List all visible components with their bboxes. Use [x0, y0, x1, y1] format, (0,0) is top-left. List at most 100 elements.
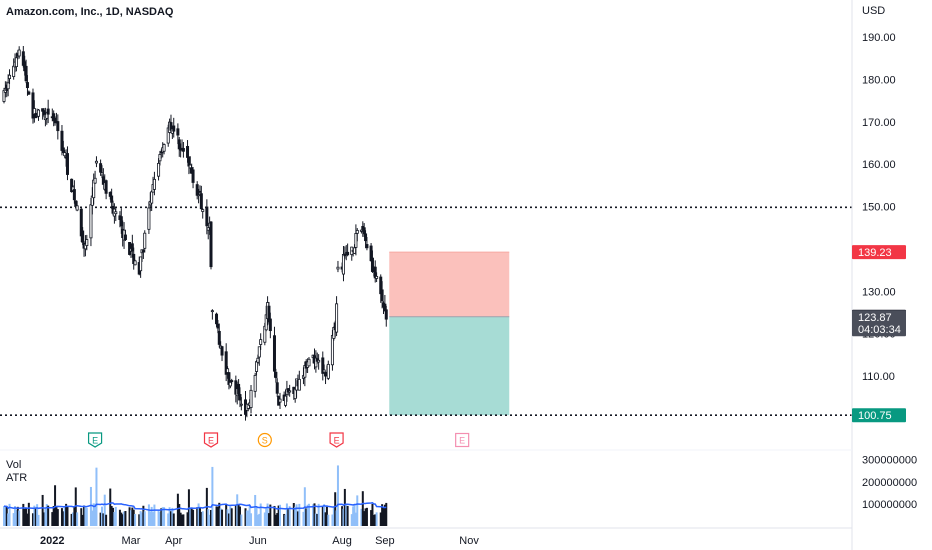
volume-bar	[124, 511, 127, 526]
volume-bar	[245, 510, 248, 526]
candle-up	[162, 144, 166, 152]
take-profit-zone[interactable]	[389, 316, 510, 416]
event-label: S	[262, 436, 268, 446]
volume-bar	[189, 507, 192, 526]
volume-bar	[94, 503, 97, 526]
candle-up	[114, 211, 118, 215]
price-tick-label: 160.00	[862, 159, 896, 171]
volume-bar	[167, 513, 170, 526]
candles	[2, 45, 388, 421]
volume-bar	[375, 512, 378, 526]
candle-down	[177, 139, 181, 150]
candle-up	[307, 358, 311, 367]
current-price-badge-countdown: 04:03:34	[858, 324, 901, 336]
candle-up	[12, 65, 16, 77]
stop-loss-zone[interactable]	[389, 252, 510, 317]
volume-bar	[256, 514, 259, 526]
candle-up	[152, 178, 156, 190]
volume-bar	[55, 507, 58, 526]
volume-bar	[379, 512, 382, 526]
price-tick-label: 130.00	[862, 286, 896, 298]
volume-bar	[37, 514, 40, 526]
current-price-badge-bg	[852, 310, 906, 337]
volume-bar	[216, 506, 219, 526]
volume-bar	[182, 514, 185, 526]
volume-bar	[128, 507, 131, 526]
volume-bar	[382, 507, 385, 526]
candle-up	[353, 247, 357, 254]
volume-bar	[244, 508, 247, 526]
volume-axis-labels[interactable]: 300000000 200000000 100000000	[862, 455, 917, 511]
price-axis-labels[interactable]: 190.00180.00170.00160.00150.00130.00120.…	[862, 32, 896, 383]
price-tick-label: 190.00	[862, 32, 896, 44]
volume-bar	[36, 504, 39, 526]
candle-down	[176, 128, 180, 136]
volume-bar	[215, 506, 218, 526]
volume-bar	[129, 510, 132, 526]
candle-down	[274, 371, 278, 379]
time-tick-label: Aug	[332, 535, 352, 547]
atr-indicator-label[interactable]: ATR	[6, 472, 27, 484]
volume-bar	[312, 504, 315, 526]
candle-up	[93, 177, 97, 184]
volume-bar	[381, 504, 384, 526]
candle-up	[143, 232, 147, 249]
split-icon	[257, 432, 272, 448]
volume-bar	[250, 513, 253, 526]
event-label: E	[334, 436, 340, 446]
volume-bar	[47, 505, 50, 526]
volume-bar	[302, 511, 305, 526]
candle-down	[56, 121, 60, 132]
candle-up	[284, 395, 288, 406]
candle-down	[72, 189, 76, 201]
volume-bar	[143, 511, 146, 526]
volume-bar	[240, 514, 243, 526]
volume-bar	[100, 506, 103, 526]
time-axis-labels[interactable]: 2022 Mar Apr Jun Aug Sep Nov	[40, 535, 479, 547]
volume-bar	[26, 513, 29, 526]
volume-bar	[248, 505, 251, 526]
volume-bar	[105, 514, 108, 526]
symbol-title[interactable]: Amazon.com, Inc., 1D, NASDAQ	[6, 6, 174, 18]
candle-up	[147, 207, 151, 230]
volume-bar	[120, 512, 123, 526]
volume-bar	[54, 485, 57, 526]
time-tick-label: Apr	[165, 535, 182, 547]
volume-bar	[370, 510, 373, 526]
volume-bar	[341, 506, 344, 526]
vol-indicator-label[interactable]: Vol	[6, 459, 21, 471]
candle-down	[199, 193, 203, 210]
split-marker: S	[257, 432, 272, 448]
volume-bar	[85, 508, 88, 526]
volume-bar	[7, 513, 10, 526]
candle-up	[355, 230, 359, 234]
volume-bar	[95, 467, 98, 526]
volume-bar	[123, 511, 126, 526]
volume-bar	[172, 513, 175, 526]
volume-bar	[44, 508, 47, 526]
volume-bar	[161, 507, 164, 526]
candle-up	[253, 374, 257, 392]
volume-bar	[132, 509, 135, 526]
candle-up	[249, 389, 253, 408]
volume-bar	[51, 512, 54, 526]
candle-up	[259, 339, 263, 345]
volume-bar	[269, 504, 272, 526]
volume-bar	[80, 508, 83, 526]
volume-bar	[234, 504, 237, 526]
volume-bar	[152, 512, 155, 526]
candle-down	[268, 318, 272, 332]
volume-bar	[76, 512, 79, 526]
candle-up	[100, 172, 104, 176]
volume-bar	[230, 508, 233, 526]
horizontal-lines[interactable]	[0, 206, 852, 416]
volume-bar	[321, 506, 324, 526]
volume-bar	[335, 510, 338, 526]
volume-bar	[63, 506, 66, 526]
volume-bar	[3, 506, 5, 526]
volume-bar	[34, 507, 37, 526]
candle-down	[224, 351, 228, 375]
volume-bar	[210, 510, 212, 526]
